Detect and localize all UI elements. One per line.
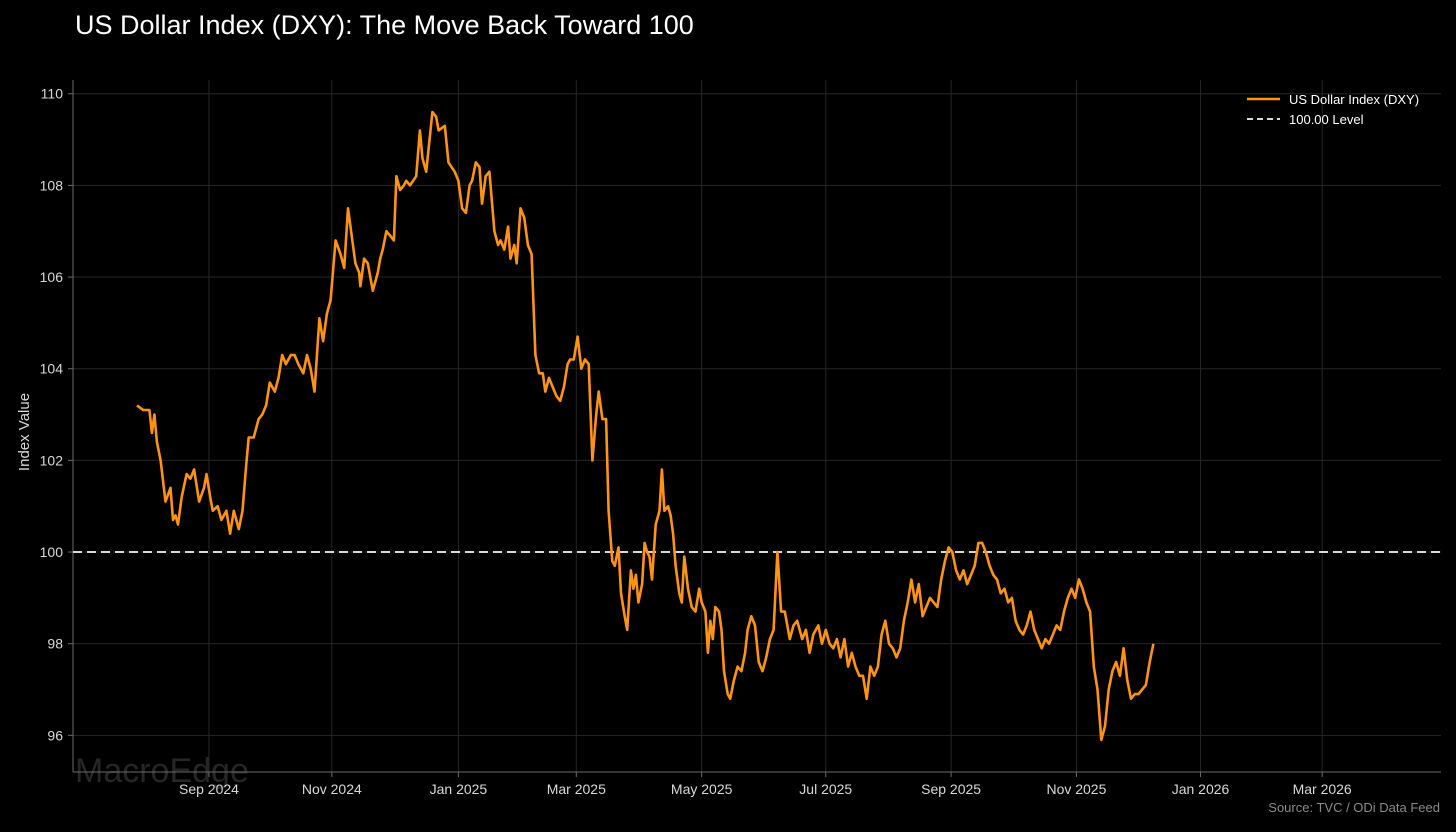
source-note: Source: TVC / ODi Data Feed xyxy=(1268,800,1440,815)
x-tick-label: Sep 2025 xyxy=(921,781,981,797)
x-tick-label: Mar 2026 xyxy=(1293,781,1352,797)
y-axis-label: Index Value xyxy=(16,393,33,471)
x-ticks: Sep 2024 Nov 2024 Jan 2025 Mar 2025 May 2025… xyxy=(179,772,1352,797)
y-tick-label-100: 100 xyxy=(40,544,64,560)
legend: US Dollar Index (DXY) 100.00 Level xyxy=(1247,92,1419,127)
legend-label-100: 100.00 Level xyxy=(1289,112,1364,127)
x-tick-label: Sep 2024 xyxy=(179,781,239,797)
legend-label-dxy: US Dollar Index (DXY) xyxy=(1289,92,1419,107)
x-tick-label: Nov 2024 xyxy=(302,781,362,797)
x-tick-label: Nov 2025 xyxy=(1046,781,1106,797)
y-tick-label-98: 98 xyxy=(47,636,63,652)
y-tick-label-110: 110 xyxy=(41,86,64,102)
axes xyxy=(72,80,1441,773)
y-tick-label-102: 102 xyxy=(40,452,64,468)
grid-lines xyxy=(73,80,1441,772)
x-tick-label: Jan 2026 xyxy=(1172,781,1230,797)
y-tick-label-104: 104 xyxy=(40,361,64,377)
watermark-text: MacroEdge xyxy=(75,752,249,790)
x-tick-label: Jan 2025 xyxy=(430,781,488,797)
chart-title: US Dollar Index (DXY): The Move Back Tow… xyxy=(75,10,694,40)
y-tick-label-96: 96 xyxy=(47,727,63,743)
y-tick-label-106: 106 xyxy=(40,269,64,285)
y-tick-label-108: 108 xyxy=(40,177,64,193)
x-tick-label: May 2025 xyxy=(671,781,733,797)
y-ticks: 96 98 100 102 104 106 108 110 xyxy=(40,86,73,743)
x-tick-label: Mar 2025 xyxy=(547,781,606,797)
x-tick-label: Jul 2025 xyxy=(799,781,852,797)
dxy-series-line xyxy=(136,110,1155,742)
